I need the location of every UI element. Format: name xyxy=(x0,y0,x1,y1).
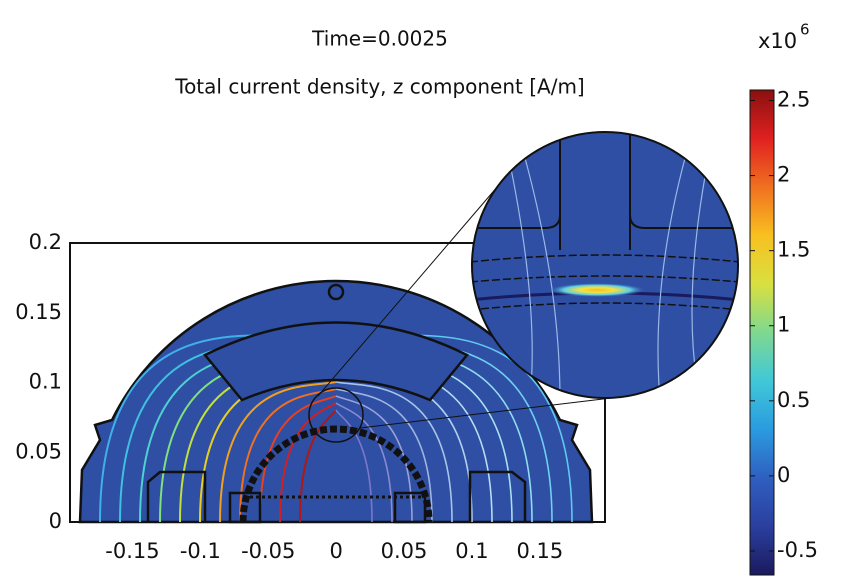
colorbar-tick-label: 1.5 xyxy=(777,238,810,262)
chart-subtitle: Total current density, z component [A/m] xyxy=(174,75,584,99)
y-tick-label: 0.1 xyxy=(29,370,62,394)
inset-border xyxy=(471,131,739,399)
rotor xyxy=(239,425,433,523)
x-tick-label: 0.15 xyxy=(516,539,563,563)
colorbar-tick-label: -0.5 xyxy=(777,538,818,562)
colorbar-tick-label: 0.5 xyxy=(777,388,810,412)
colorbar-exponent: 6 xyxy=(800,21,810,39)
x-tick-label: -0.1 xyxy=(180,539,221,563)
colorbar-tick-label: 2.5 xyxy=(777,88,810,112)
y-tick-label: 0 xyxy=(49,509,62,533)
contour-line xyxy=(335,402,393,522)
slot xyxy=(393,491,427,524)
zoom-connector xyxy=(359,395,629,429)
zoom-region xyxy=(308,387,364,443)
contour-line xyxy=(335,381,453,522)
contour-line xyxy=(335,388,433,522)
contour-line xyxy=(335,409,373,522)
colorbar-tick-label: 1 xyxy=(777,313,790,337)
slot xyxy=(228,491,262,524)
x-tick-label: 0 xyxy=(329,539,342,563)
contour-line xyxy=(239,388,337,522)
inset-line xyxy=(472,302,738,311)
stator xyxy=(78,279,594,524)
colorbar xyxy=(749,89,775,576)
slot xyxy=(468,470,527,522)
x-tick-label: -0.15 xyxy=(105,539,159,563)
colorbar-tick-label: 0 xyxy=(777,463,790,487)
contour-line xyxy=(259,395,337,522)
inset-contour xyxy=(504,139,711,398)
inset xyxy=(472,132,738,398)
y-tick-label: 0.2 xyxy=(29,230,62,254)
zoom-connector xyxy=(317,185,499,397)
contour-line xyxy=(335,395,413,522)
hole xyxy=(327,283,345,301)
x-tick-label: 0.05 xyxy=(381,539,428,563)
contour-line xyxy=(279,402,337,522)
y-tick-label: 0.05 xyxy=(15,439,62,463)
x-tick-label: 0.1 xyxy=(455,539,488,563)
slot xyxy=(146,470,207,522)
stator-window xyxy=(203,321,469,402)
chart-title: Time=0.0025 xyxy=(311,27,448,51)
y-tick-label: 0.15 xyxy=(15,300,62,324)
colorbar-tick-label: 2 xyxy=(777,163,790,187)
inset-hotspot xyxy=(549,283,645,297)
contour-line xyxy=(299,409,337,522)
x-tick-label: -0.05 xyxy=(241,539,295,563)
contour-line xyxy=(219,381,337,522)
inset-line xyxy=(559,215,631,250)
inset-line xyxy=(472,254,738,263)
colorbar-multiplier: x10 xyxy=(758,29,797,53)
inset-line xyxy=(472,275,738,283)
